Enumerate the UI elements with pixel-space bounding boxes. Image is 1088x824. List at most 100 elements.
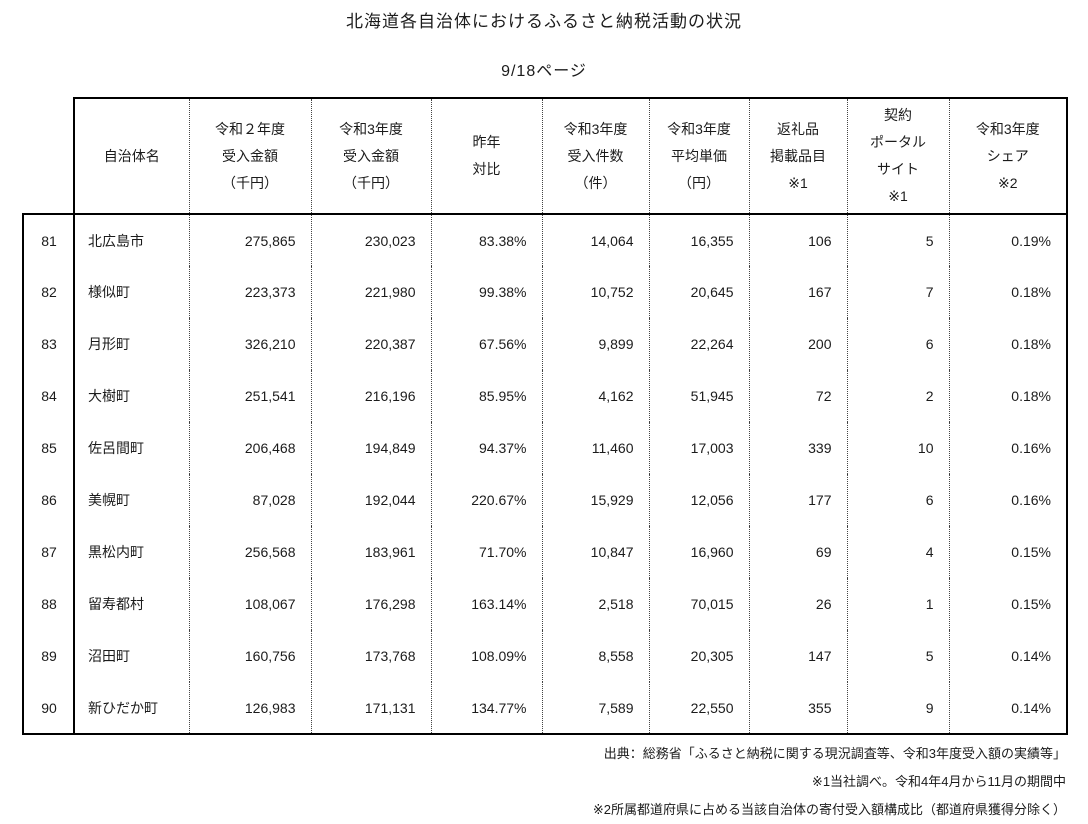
cell-name: 佐呂間町 (73, 422, 189, 474)
cell-r3_amount: 176,298 (310, 578, 431, 630)
column-header-yoy: 昨年 対比 (430, 97, 542, 215)
cell-yoy: 83.38% (430, 214, 542, 266)
cell-r3_avg: 70,015 (648, 578, 749, 630)
cell-yoy: 85.95% (430, 370, 542, 422)
municipality-table: 自治体名 令和２年度 受入金額 （千円） 令和3年度 受入金額 （千円） 昨年 対比令… (22, 97, 1068, 735)
cell-rank: 89 (22, 630, 74, 682)
cell-r2_amount: 126,983 (188, 682, 311, 735)
cell-r3_avg: 17,003 (648, 422, 749, 474)
cell-r3_avg: 12,056 (648, 474, 749, 526)
cell-r3_count: 11,460 (541, 422, 649, 474)
footnotes: 出典：総務省「ふるさと納税に関する現況調査等、令和3年度受入額の実績等」 ※1当… (22, 740, 1066, 824)
cell-r3_amount: 192,044 (310, 474, 431, 526)
cell-r3_amount: 194,849 (310, 422, 431, 474)
cell-share: 0.18% (948, 370, 1068, 422)
cell-r3_avg: 51,945 (648, 370, 749, 422)
note-source: 出典：総務省「ふるさと納税に関する現況調査等、令和3年度受入額の実績等」 (603, 746, 1066, 761)
cell-portal: 7 (846, 266, 949, 318)
cell-share: 0.15% (948, 578, 1068, 630)
column-header-portal: 契約 ポータル サイト ※1 (846, 97, 949, 215)
cell-r3_amount: 230,023 (310, 214, 431, 266)
cell-r3_count: 4,162 (541, 370, 649, 422)
cell-items: 339 (748, 422, 847, 474)
cell-yoy: 71.70% (430, 526, 542, 578)
table-row: 85 佐呂間町 206,468 194,849 94.37% 11,460 17,003 33… (22, 422, 1068, 474)
cell-r3_avg: 20,305 (648, 630, 749, 682)
cell-r3_avg: 20,645 (648, 266, 749, 318)
cell-name: 美幌町 (73, 474, 189, 526)
cell-portal: 4 (846, 526, 949, 578)
cell-r2_amount: 251,541 (188, 370, 311, 422)
cell-rank: 81 (22, 213, 74, 266)
cell-r3_amount: 183,961 (310, 526, 431, 578)
note-asterisk2: ※2所属都道府県に占める当該自治体の寄付受入額構成比（都道府県獲得分除く） (592, 802, 1066, 817)
cell-share: 0.14% (948, 682, 1068, 735)
table-row: 84 大樹町 251,541 216,196 85.95% 4,162 51,945 72 2 0… (22, 370, 1068, 422)
cell-name: 大樹町 (73, 370, 189, 422)
cell-name: 黒松内町 (73, 526, 189, 578)
cell-r2_amount: 206,468 (188, 422, 311, 474)
cell-rank: 85 (22, 422, 74, 474)
table-row: 90 新ひだか町 126,983 171,131 134.77% 7,589 22,550 3… (22, 682, 1068, 735)
cell-r3_count: 10,752 (541, 266, 649, 318)
cell-items: 69 (748, 526, 847, 578)
cell-portal: 5 (846, 214, 949, 266)
cell-r2_amount: 108,067 (188, 578, 311, 630)
cell-r3_count: 15,929 (541, 474, 649, 526)
column-header-r3_avg: 令和3年度 平均単価 （円） (648, 97, 749, 215)
corner-spacer (23, 98, 74, 214)
cell-yoy: 67.56% (430, 318, 542, 370)
cell-portal: 5 (846, 630, 949, 682)
cell-share: 0.14% (948, 630, 1068, 682)
cell-r2_amount: 160,756 (188, 630, 311, 682)
table-row: 83 月形町 326,210 220,387 67.56% 9,899 22,264 200 6… (22, 318, 1068, 370)
cell-share: 0.18% (948, 318, 1068, 370)
cell-items: 355 (748, 682, 847, 735)
cell-items: 106 (748, 214, 847, 266)
cell-r3_avg: 22,550 (648, 682, 749, 735)
table-row: 88 留寿都村 108,067 176,298 163.14% 2,518 70,015 26… (22, 578, 1068, 630)
cell-name: 月形町 (73, 318, 189, 370)
table-row: 86 美幌町 87,028 192,044 220.67% 15,929 12,056 177… (22, 474, 1068, 526)
cell-portal: 10 (846, 422, 949, 474)
cell-r3_avg: 16,960 (648, 526, 749, 578)
cell-rank: 87 (22, 526, 74, 578)
cell-items: 167 (748, 266, 847, 318)
cell-r3_count: 2,518 (541, 578, 649, 630)
cell-items: 200 (748, 318, 847, 370)
column-header-r3_count: 令和3年度 受入件数 （件） (541, 97, 649, 215)
cell-r2_amount: 256,568 (188, 526, 311, 578)
cell-portal: 1 (846, 578, 949, 630)
cell-r3_count: 10,847 (541, 526, 649, 578)
cell-r2_amount: 275,865 (188, 214, 311, 266)
cell-yoy: 134.77% (430, 682, 542, 735)
cell-r3_count: 14,064 (541, 214, 649, 266)
cell-name: 留寿都村 (73, 578, 189, 630)
cell-share: 0.19% (948, 214, 1068, 266)
table-row: 81 北広島市 275,865 230,023 83.38% 14,064 16,355 10… (22, 213, 1068, 266)
cell-r3_count: 8,558 (541, 630, 649, 682)
cell-rank: 88 (22, 578, 74, 630)
cell-rank: 82 (22, 266, 74, 318)
cell-r3_amount: 216,196 (310, 370, 431, 422)
table-row: 82 様似町 223,373 221,980 99.38% 10,752 20,645 167… (22, 266, 1068, 318)
cell-items: 72 (748, 370, 847, 422)
cell-portal: 9 (846, 682, 949, 735)
cell-r2_amount: 87,028 (188, 474, 311, 526)
cell-yoy: 108.09% (430, 630, 542, 682)
column-header-name: 自治体名 (73, 97, 189, 215)
cell-share: 0.18% (948, 266, 1068, 318)
cell-yoy: 94.37% (430, 422, 542, 474)
cell-r3_avg: 16,355 (648, 214, 749, 266)
cell-items: 147 (748, 630, 847, 682)
cell-r3_amount: 221,980 (310, 266, 431, 318)
page-indicator: 9/18ページ (501, 63, 587, 80)
cell-name: 様似町 (73, 266, 189, 318)
cell-r3_avg: 22,264 (648, 318, 749, 370)
table-row: 89 沼田町 160,756 173,768 108.09% 8,558 20,305 147… (22, 630, 1068, 682)
cell-share: 0.16% (948, 422, 1068, 474)
note-asterisk1: ※1当社調べ。令和4年4月から11月の期間中 (811, 774, 1066, 789)
cell-r3_amount: 171,131 (310, 682, 431, 735)
column-header-items: 返礼品 掲載品目 ※1 (748, 97, 847, 215)
